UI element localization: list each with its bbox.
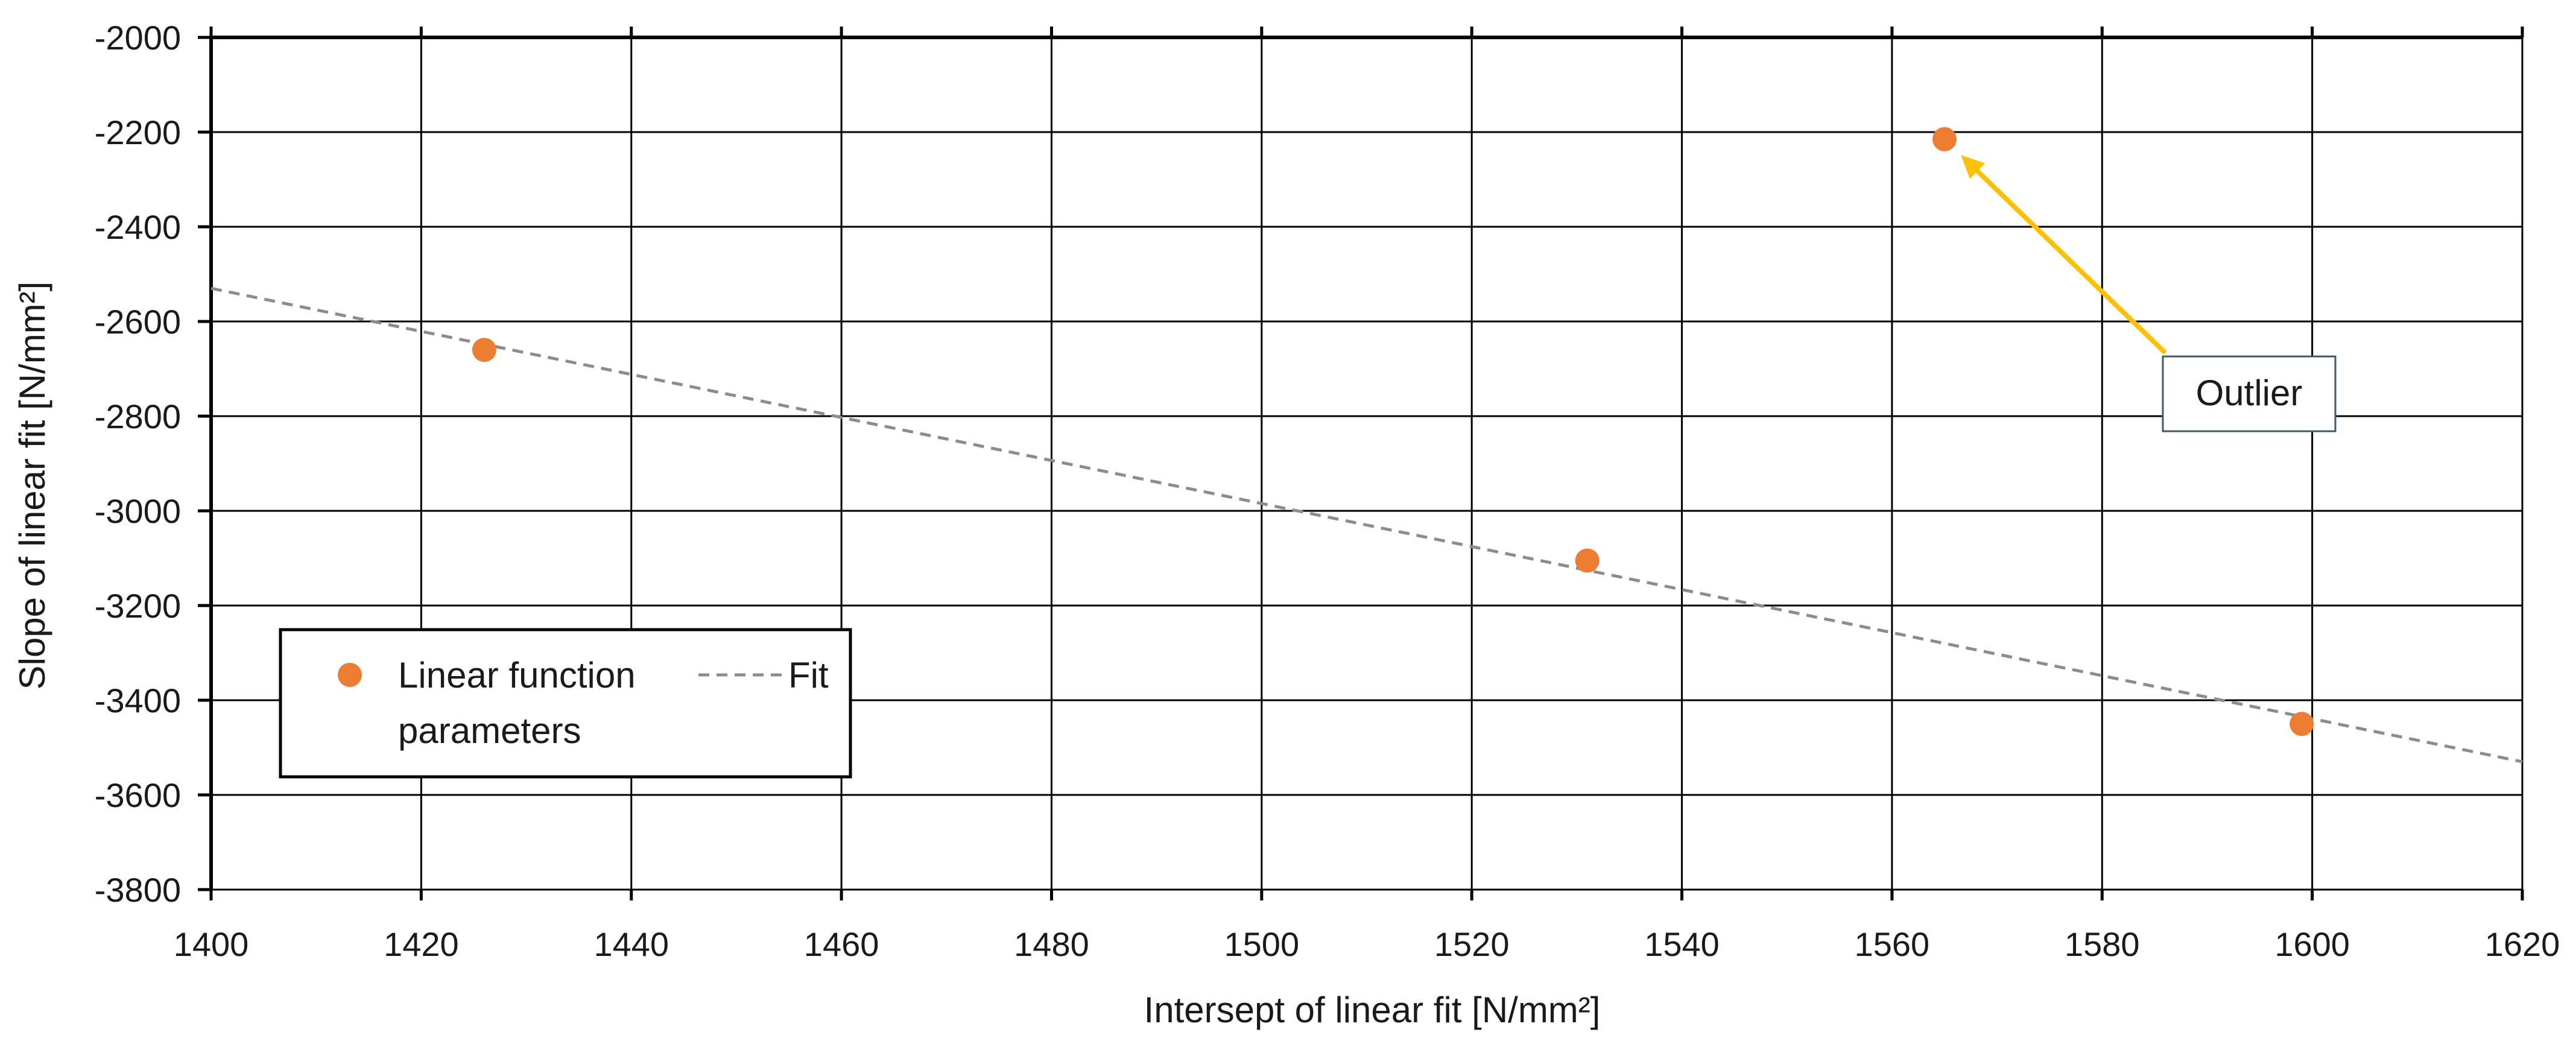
x-tick-label: 1580 [2065, 925, 2140, 963]
y-tick-label: -3400 [95, 682, 181, 720]
tick-labels: 1400 1420 1440 1460 1480 1500 1520 1540 1560 1580… [95, 19, 2560, 963]
data-point [472, 338, 496, 362]
fit-line-group [210, 286, 2523, 764]
y-tick-label: -3200 [95, 587, 181, 625]
outlier-label-box [2162, 355, 2337, 432]
x-tick-label: 1620 [2485, 925, 2560, 963]
y-axis-title: Slope of linear fit [N/mm²] [12, 282, 52, 690]
x-tick-label: 1560 [1855, 925, 1930, 963]
x-tick-label: 1480 [1014, 925, 1089, 963]
y-tick-label: -2800 [95, 397, 181, 435]
x-tick-label: 1460 [804, 925, 879, 963]
y-tick-label: -2600 [95, 303, 181, 341]
legend-label-points-line1: Linear function [398, 655, 636, 695]
y-tick-label: -2200 [95, 113, 181, 151]
data-point [1575, 548, 1600, 573]
y-tick-label: -2000 [95, 19, 181, 57]
x-tick-label: 1540 [1644, 925, 1720, 963]
x-tick-label: 1420 [384, 925, 459, 963]
x-tick-label: 1400 [174, 925, 249, 963]
legend-label-fit: Fit [788, 655, 829, 695]
y-tick-label: -3600 [95, 776, 181, 814]
x-axis-title: Intersept of linear fit [N/mm²] [1144, 990, 1601, 1030]
axes [198, 27, 2524, 900]
legend-label-points-line2: parameters [398, 710, 581, 751]
x-tick-label: 1600 [2274, 925, 2350, 963]
outlier-arrow [1975, 169, 2167, 355]
y-tick-label: -2400 [95, 208, 181, 246]
y-tick-label: -3000 [95, 492, 181, 530]
legend: Linear function parameters Fit [279, 628, 852, 779]
outlier-annotation: Outlier [1961, 155, 2337, 432]
data-point [2290, 712, 2314, 736]
data-point [1932, 127, 1957, 151]
legend-box [279, 628, 852, 779]
y-tick-label: -3800 [95, 871, 181, 909]
fit-line [210, 286, 2523, 764]
x-tick-label: 1520 [1434, 925, 1510, 963]
outlier-arrowhead [1961, 155, 1986, 179]
x-tick-label: 1500 [1224, 925, 1300, 963]
x-tick-label: 1440 [593, 925, 669, 963]
legend-marker-points [338, 663, 362, 687]
data-points [472, 127, 2314, 736]
outlier-label: Outlier [2196, 373, 2303, 413]
